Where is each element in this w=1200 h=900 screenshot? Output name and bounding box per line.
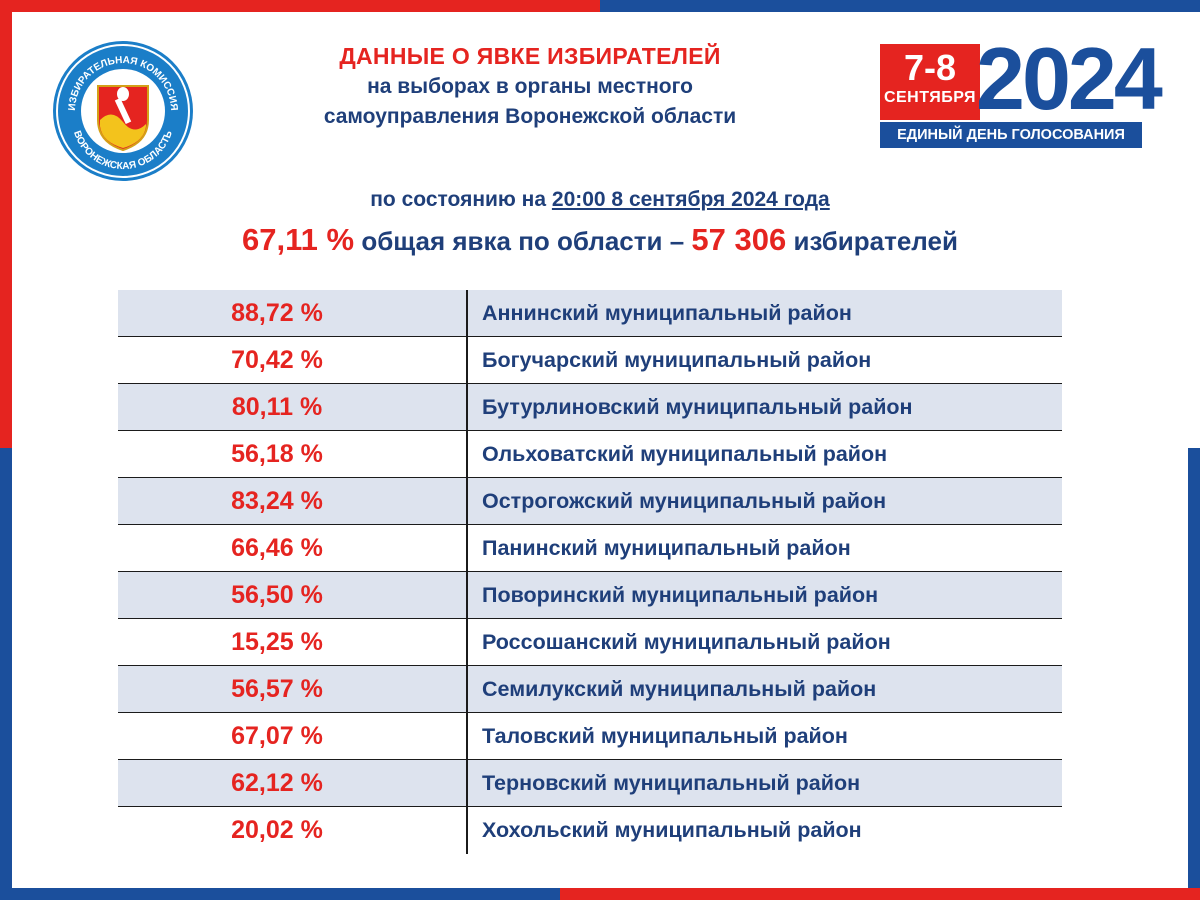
page-subtitle-line1: на выборах в органы местного bbox=[367, 75, 693, 98]
table-row: 20,02 % Хохольский муниципальный район bbox=[118, 807, 1062, 854]
badge-caption: ЕДИНЫЙ ДЕНЬ ГОЛОСОВАНИЯ bbox=[880, 122, 1142, 148]
district-name: Терновский муниципальный район bbox=[482, 770, 861, 795]
turnout-percent: 70,42 % bbox=[118, 337, 468, 383]
frame-top-blue bbox=[600, 0, 1200, 12]
table-row: 56,18 % Ольховатский муниципальный район bbox=[118, 431, 1062, 478]
district-name: Панинский муниципальный район bbox=[482, 535, 851, 560]
status-prefix: по состоянию на bbox=[370, 188, 547, 211]
table-row: 80,11 % Бутурлиновский муниципальный рай… bbox=[118, 384, 1062, 431]
district-name: Острогожский муниципальный район bbox=[482, 488, 887, 513]
turnout-percent: 88,72 % bbox=[118, 290, 468, 336]
table-row: 83,24 % Острогожский муниципальный район bbox=[118, 478, 1062, 525]
table-row: 56,57 % Семилукский муниципальный район bbox=[118, 666, 1062, 713]
header: ДАННЫЕ О ЯВКЕ ИЗБИРАТЕЛЕЙ на выборах в о… bbox=[230, 40, 830, 132]
table-row: 70,42 % Богучарский муниципальный район bbox=[118, 337, 1062, 384]
turnout-percent: 56,18 % bbox=[118, 431, 468, 477]
status-line: по состоянию на 20:00 8 сентября 2024 го… bbox=[0, 188, 1200, 212]
turnout-table: 88,72 % Аннинский муниципальный район 70… bbox=[118, 290, 1062, 854]
district-name: Ольховатский муниципальный район bbox=[482, 441, 888, 466]
badge-dates: 7-8 bbox=[903, 47, 957, 88]
page-subtitle-line2: самоуправления Воронежской области bbox=[323, 105, 737, 128]
commission-logo: ИЗБИРАТЕЛЬНАЯ КОМИССИЯ ВОРОНЕЖСКАЯ ОБЛАС… bbox=[50, 38, 196, 184]
voting-day-badge: 7-8 СЕНТЯБРЯ 2024 ЕДИНЫЙ ДЕНЬ ГОЛОСОВАНИ… bbox=[880, 34, 1163, 152]
frame-left-red bbox=[0, 0, 12, 448]
table-row: 88,72 % Аннинский муниципальный район bbox=[118, 290, 1062, 337]
district-name: Таловский муниципальный район bbox=[482, 723, 848, 748]
badge-month: СЕНТЯБРЯ bbox=[883, 89, 977, 106]
frame-left-blue bbox=[0, 448, 12, 900]
district-name: Аннинский муниципальный район bbox=[482, 300, 852, 325]
table-row: 66,46 % Панинский муниципальный район bbox=[118, 525, 1062, 572]
table-row: 62,12 % Терновский муниципальный район bbox=[118, 760, 1062, 807]
table-row: 67,07 % Таловский муниципальный район bbox=[118, 713, 1062, 760]
summary-line: 67,11 % общая явка по области – 57 306 и… bbox=[0, 222, 1200, 258]
frame-bottom-blue bbox=[0, 888, 560, 900]
badge-date-block: 7-8 СЕНТЯБРЯ bbox=[880, 44, 980, 120]
page-title: ДАННЫЕ О ЯВКЕ ИЗБИРАТЕЛЕЙ bbox=[339, 43, 721, 69]
badge-year: 2024 bbox=[976, 29, 1163, 128]
turnout-percent: 15,25 % bbox=[118, 619, 468, 665]
turnout-percent: 20,02 % bbox=[118, 807, 468, 854]
district-name: Россошанский муниципальный район bbox=[482, 629, 891, 654]
turnout-percent: 62,12 % bbox=[118, 760, 468, 806]
table-row: 56,50 % Поворинский муниципальный район bbox=[118, 572, 1062, 619]
summary-percent: 67,11 % bbox=[242, 222, 355, 257]
commission-emblem-icon: ИЗБИРАТЕЛЬНАЯ КОМИССИЯ ВОРОНЕЖСКАЯ ОБЛАС… bbox=[53, 41, 193, 181]
district-name: Богучарский муниципальный район bbox=[482, 347, 872, 372]
summary-middle: общая явка по области – bbox=[361, 226, 685, 256]
table-row: 15,25 % Россошанский муниципальный район bbox=[118, 619, 1062, 666]
district-name: Бутурлиновский муниципальный район bbox=[482, 394, 913, 419]
frame-bottom-red bbox=[560, 888, 1200, 900]
summary-suffix: избирателей bbox=[793, 226, 958, 256]
turnout-percent: 66,46 % bbox=[118, 525, 468, 571]
frame-top-red bbox=[0, 0, 600, 12]
frame-right-blue bbox=[1188, 448, 1200, 900]
turnout-percent: 80,11 % bbox=[118, 384, 468, 430]
status-time: 20:00 8 сентября 2024 года bbox=[551, 188, 830, 211]
turnout-percent: 83,24 % bbox=[118, 478, 468, 524]
summary-voters: 57 306 bbox=[691, 222, 787, 257]
turnout-percent: 56,50 % bbox=[118, 572, 468, 618]
turnout-percent: 56,57 % bbox=[118, 666, 468, 712]
turnout-percent: 67,07 % bbox=[118, 713, 468, 759]
district-name: Хохольский муниципальный район bbox=[482, 818, 862, 842]
district-name: Семилукский муниципальный район bbox=[482, 676, 877, 701]
district-name: Поворинский муниципальный район bbox=[482, 582, 879, 607]
